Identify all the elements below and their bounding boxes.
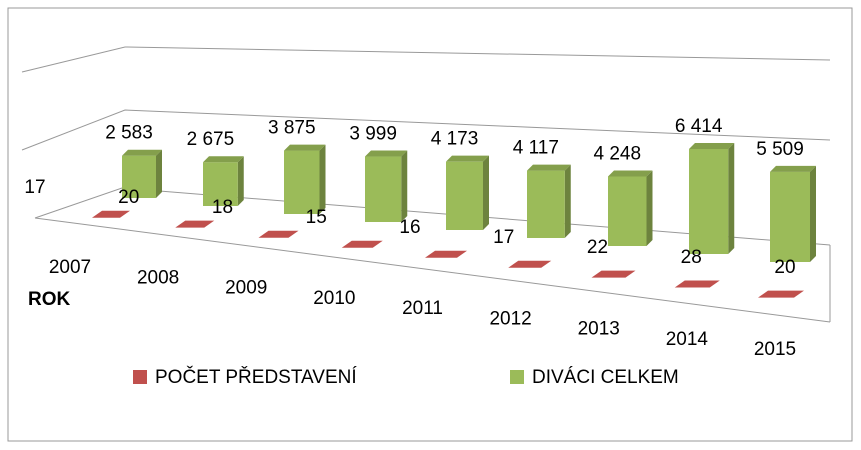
bar: [258, 230, 299, 238]
bar-top: [341, 240, 383, 248]
x-tick-label: 2013: [578, 319, 620, 340]
value-label: 4 173: [431, 129, 479, 150]
bar: [284, 144, 326, 214]
x-tick-label: 2010: [313, 288, 355, 309]
bar-side: [483, 155, 489, 230]
value-label: 3 999: [349, 124, 397, 145]
bar: [758, 290, 804, 298]
bar-top: [175, 220, 215, 228]
bar: [341, 240, 383, 248]
bar: [608, 170, 653, 246]
legend-swatch: [510, 370, 524, 384]
legend-swatch: [133, 370, 147, 384]
value-label: 18: [212, 197, 233, 218]
bar-top: [527, 164, 571, 171]
bar: [508, 260, 552, 268]
bar-top: [770, 165, 816, 172]
x-tick-label: 2007: [49, 257, 91, 278]
x-tick-label: 2012: [489, 308, 531, 329]
bar-top: [758, 290, 804, 298]
bar-side: [401, 150, 408, 222]
bar: [591, 270, 636, 278]
bar: [203, 156, 244, 206]
bar: [770, 165, 816, 262]
legend-label: POČET PŘEDSTAVENÍ: [155, 366, 357, 388]
bar: [425, 250, 467, 258]
bar-top: [258, 230, 299, 238]
x-tick-label: 2008: [137, 267, 179, 288]
x-tick-label: 2011: [402, 298, 443, 319]
bar-side: [156, 149, 162, 198]
value-label: 2 675: [187, 129, 235, 150]
value-label: 3 875: [268, 118, 316, 139]
value-label: 17: [24, 177, 45, 198]
bar-front: [122, 155, 156, 198]
bar: [92, 210, 130, 218]
value-label: 16: [399, 217, 420, 238]
bar-top: [122, 149, 162, 156]
bar: [674, 280, 720, 288]
bar-top: [446, 155, 489, 162]
value-label: 5 509: [756, 139, 804, 160]
legend-label: DIVÁCI CELKEM: [532, 367, 679, 388]
bar-top: [689, 143, 735, 149]
value-label: 4 248: [593, 143, 641, 164]
bar-top: [591, 270, 636, 278]
bar: [365, 150, 408, 222]
bar-front: [365, 156, 402, 222]
bar-front: [770, 171, 810, 262]
bar-top: [92, 210, 130, 218]
bar-front: [608, 176, 647, 246]
bar-side: [810, 165, 816, 262]
bar-front: [527, 170, 565, 238]
bar: [689, 143, 735, 254]
value-label: 20: [774, 257, 795, 278]
bar-front: [446, 161, 483, 230]
value-label: 15: [306, 207, 327, 228]
bar-top: [608, 170, 653, 177]
value-label: 4 117: [513, 138, 559, 159]
bar-top: [508, 260, 552, 268]
bar: [175, 220, 215, 228]
x-tick-label: 2014: [666, 329, 709, 350]
bar-top: [425, 250, 467, 258]
bar-side: [319, 144, 326, 214]
bar-top: [203, 156, 244, 163]
value-label: 2 583: [105, 123, 153, 144]
x-axis-label: ROK: [28, 289, 71, 310]
value-label: 20: [118, 187, 139, 208]
value-label: 6 414: [675, 116, 723, 137]
bar-front: [689, 149, 729, 254]
bar: [446, 155, 489, 230]
bar: [527, 164, 571, 238]
bar-side: [237, 156, 244, 206]
value-label: 17: [493, 227, 514, 248]
bar-side: [728, 143, 735, 254]
x-tick-label: 2015: [754, 339, 796, 360]
bar-front: [284, 150, 320, 214]
bar-top: [284, 144, 326, 151]
value-label: 28: [681, 247, 702, 268]
bar-top: [674, 280, 720, 288]
bar-side: [564, 164, 571, 238]
value-label: 22: [587, 237, 608, 258]
bar-front: [203, 162, 238, 206]
x-tick-label: 2009: [225, 278, 267, 299]
bar-top: [365, 150, 408, 157]
bar-side: [646, 170, 653, 246]
bar: [122, 149, 162, 198]
